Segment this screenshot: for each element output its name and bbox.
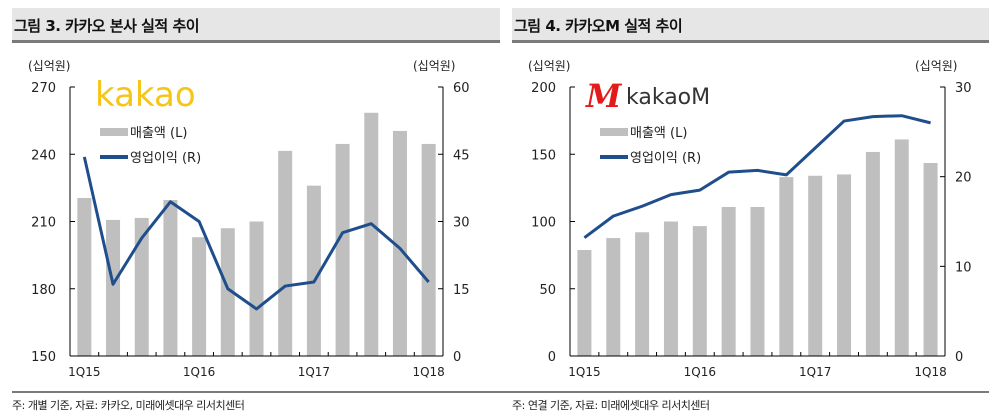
bar-2Q15: [606, 238, 621, 356]
bar-2Q15: [106, 219, 121, 356]
bar-1Q16: [692, 226, 707, 356]
x-tick-label: 1Q17: [799, 365, 831, 379]
kakaom-logo-text: kakaoM: [626, 85, 710, 110]
x-tick-label: 1Q18: [914, 365, 946, 379]
legend-label-revenue: 매출액 (L): [130, 126, 187, 141]
bar-3Q15: [134, 217, 149, 356]
chart-title-bar-kakao: 그림 3. 카카오 본사 실적 추이: [12, 8, 500, 43]
y-tick-label: 270: [31, 81, 56, 96]
y-tick-label: 200: [531, 81, 556, 96]
x-tick-label: 1Q15: [68, 365, 100, 379]
y2-tick-label: 60: [453, 81, 470, 96]
bar-1Q16: [192, 237, 207, 356]
y2-tick-label: 15: [453, 283, 470, 298]
bar-3Q17: [865, 151, 880, 356]
bar-2Q16: [721, 206, 736, 356]
y2-tick-label: 45: [453, 148, 470, 163]
kakaom-logo-mark: M: [585, 77, 623, 115]
y-tick-label: 0: [548, 350, 556, 365]
legend-label-profit: 영업이익 (R): [130, 151, 201, 166]
bar-4Q15: [163, 199, 178, 356]
left-axis-unit: (십억원): [28, 59, 70, 73]
bar-2Q17: [837, 174, 852, 356]
bar-4Q15: [663, 221, 678, 356]
chart-title-bar-kakaom: 그림 4. 카카오M 실적 추이: [512, 8, 989, 43]
x-tick-label: 1Q16: [183, 365, 215, 379]
footer-divider: [12, 391, 989, 393]
bar-4Q16: [779, 177, 794, 356]
bar-1Q18: [421, 143, 436, 356]
legend-label-revenue: 매출액 (L): [630, 126, 687, 141]
y-tick-label: 240: [31, 148, 56, 163]
source-note-kakao: 주: 개별 기준, 자료: 카카오, 미래에셋대우 리서치센터: [12, 399, 245, 412]
bar-1Q18: [923, 162, 938, 356]
y2-tick-label: 0: [453, 350, 461, 365]
x-tick-label: 1Q18: [412, 365, 444, 379]
legend-label-profit: 영업이익 (R): [630, 151, 701, 166]
bar-1Q15: [577, 250, 592, 356]
y2-tick-label: 30: [453, 216, 470, 231]
bar-3Q16: [750, 206, 765, 356]
bar-4Q17: [392, 130, 407, 356]
bar-3Q16: [249, 221, 264, 356]
chart-title: 그림 4. 카카오M 실적 추이: [514, 17, 683, 35]
bar-2Q17: [335, 143, 350, 356]
bar-3Q17: [364, 112, 379, 356]
y2-tick-label: 20: [955, 171, 972, 186]
y-tick-label: 50: [539, 283, 556, 298]
bar-1Q17: [808, 175, 823, 356]
legend-swatch-revenue: [100, 128, 128, 136]
source-note-kakaom: 주: 연결 기준, 자료: 미래에셋대우 리서치센터: [512, 399, 710, 412]
x-tick-label: 1Q16: [684, 365, 716, 379]
bar-3Q15: [635, 232, 650, 356]
bar-2Q16: [220, 228, 235, 356]
right-axis-unit: (십억원): [915, 59, 957, 73]
bar-1Q15: [77, 197, 92, 356]
right-axis-unit: (십억원): [413, 59, 455, 73]
left-axis-unit: (십억원): [528, 59, 570, 73]
chart-title: 그림 3. 카카오 본사 실적 추이: [14, 17, 200, 35]
y-tick-label: 210: [31, 216, 56, 231]
y-tick-label: 150: [31, 350, 56, 365]
y2-tick-label: 30: [955, 81, 972, 96]
bar-4Q16: [278, 150, 293, 356]
y-tick-label: 180: [31, 283, 56, 298]
bar-1Q17: [306, 185, 321, 356]
legend-swatch-revenue: [600, 128, 628, 136]
y-tick-label: 150: [531, 148, 556, 163]
bar-4Q17: [894, 139, 909, 356]
y-tick-label: 100: [531, 216, 556, 231]
x-tick-label: 1Q17: [298, 365, 330, 379]
kakao-logo: kakao: [95, 75, 196, 115]
y2-tick-label: 10: [955, 260, 972, 275]
y2-tick-label: 0: [955, 350, 963, 365]
x-tick-label: 1Q15: [568, 365, 600, 379]
